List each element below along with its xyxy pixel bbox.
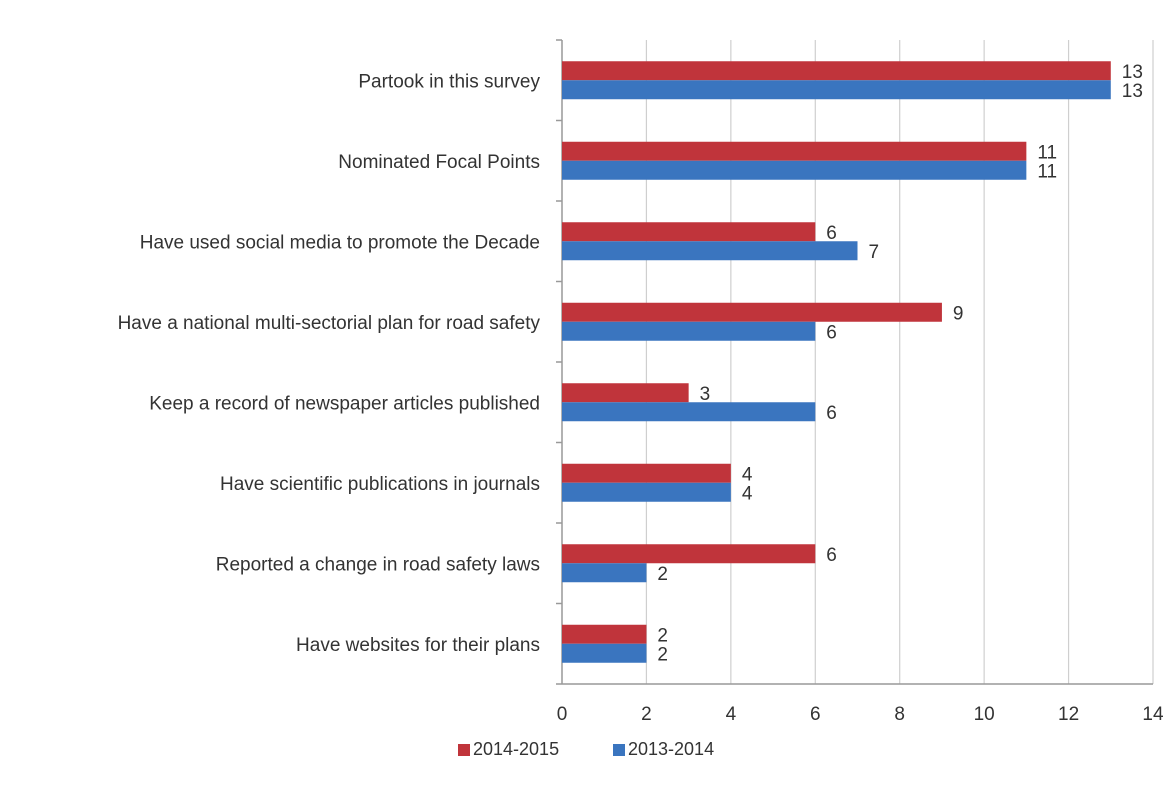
category-label: Have a national multi-sectorial plan for… [118,313,541,334]
x-tick-label: 8 [894,704,905,725]
bar-2013-2014 [562,482,731,502]
data-label: 7 [869,242,880,263]
category-label: Reported a change in road safety laws [216,554,540,575]
data-label: 6 [826,223,837,244]
x-tick-label: 10 [974,704,995,725]
data-label: 6 [826,545,837,566]
x-tick-label: 4 [726,704,737,725]
legend-label: 2014-2015 [473,739,559,759]
legend-label: 2013-2014 [628,739,714,759]
bar-2014-2015 [562,624,647,644]
bar-2013-2014 [562,160,1027,180]
bar-2014-2015 [562,222,816,242]
category-label: Nominated Focal Points [338,152,540,173]
data-label: 9 [953,303,964,324]
category-label: Have scientific publications in journals [220,474,540,495]
data-label: 2 [657,564,668,585]
category-label: Partook in this survey [358,71,540,92]
x-tick-label: 0 [557,704,568,725]
bar-2013-2014 [562,563,647,583]
bar-2013-2014 [562,241,858,261]
bar-2013-2014 [562,80,1111,100]
bar-2014-2015 [562,463,731,483]
data-label: 11 [1037,161,1057,182]
legend-swatch-2013-2014 [613,744,625,756]
bar-2014-2015 [562,141,1027,161]
data-label: 2 [657,625,668,646]
data-label: 6 [826,403,837,424]
data-label: 13 [1122,81,1143,102]
bar-2014-2015 [562,302,942,322]
x-tick-label: 12 [1058,704,1079,725]
category-label: Have used social media to promote the De… [140,232,540,253]
data-label: 2 [657,644,668,665]
data-label: 11 [1037,142,1057,163]
bar-2014-2015 [562,544,816,564]
data-label: 6 [826,322,837,343]
data-label: 3 [700,384,711,405]
bar-2013-2014 [562,643,647,663]
category-label: Keep a record of newspaper articles publ… [149,393,540,414]
bar-2014-2015 [562,61,1111,81]
x-tick-label: 2 [641,704,652,725]
bar-2014-2015 [562,383,689,403]
legend-swatch-2014-2015 [458,744,470,756]
data-label: 4 [742,464,753,485]
x-tick-label: 14 [1142,704,1164,725]
bar-2013-2014 [562,321,816,341]
x-tick-label: 6 [810,704,821,725]
bar-2013-2014 [562,402,816,422]
category-label: Have websites for their plans [296,635,540,656]
data-label: 13 [1122,62,1143,83]
data-label: 4 [742,483,753,504]
